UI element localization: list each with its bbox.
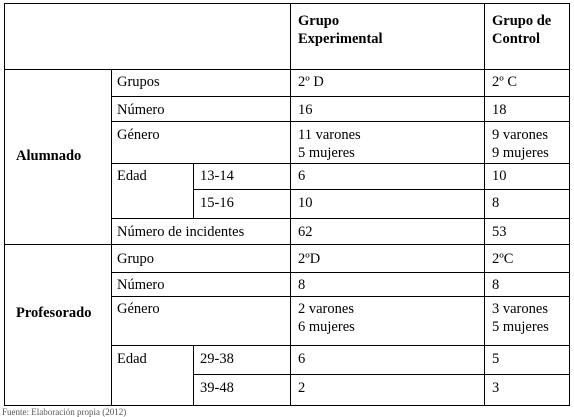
header-control: Grupo de Control: [492, 12, 551, 48]
alumnado-incidentes-label: Número de incidentes: [117, 224, 245, 240]
profesorado-edad-ctl-1: 5: [492, 351, 500, 367]
rule-profesorado-age: [193, 374, 570, 375]
alumnado-edad-exp-2: 10: [298, 195, 313, 211]
col-divider-age-range-1: [193, 163, 194, 218]
profesorado-edad-exp-2: 2: [298, 380, 306, 396]
header-experimental-line1: Grupo: [298, 13, 340, 29]
header-control-line2: Control: [492, 31, 541, 47]
header-experimental-line2: Experimental: [298, 31, 383, 47]
col-divider-category: [111, 69, 112, 406]
profesorado-edad-label: Edad: [117, 351, 147, 367]
alumnado-edad-ctl-1: 10: [492, 168, 507, 184]
source-note: Fuente: Elaboración propia (2012): [2, 407, 127, 417]
rule-alumnado-1: [111, 96, 570, 97]
alumnado-genero-exp-1: 11 varones: [298, 127, 361, 143]
alumnado-edad-label: Edad: [117, 168, 147, 184]
col-divider-experimental: [290, 3, 291, 406]
alumnado-incidentes-ctl: 53: [492, 224, 507, 240]
rule-alumnado-age: [193, 189, 570, 190]
alumnado-genero-label: Género: [117, 127, 160, 143]
profesorado-numero-exp: 8: [298, 277, 306, 293]
alumnado-edad-range-2: 15-16: [200, 195, 234, 211]
section-label-alumnado: Alumnado: [16, 148, 82, 164]
rule-profesorado-1: [111, 272, 570, 273]
alumnado-genero-exp-2: 5 mujeres: [298, 145, 355, 161]
alumnado-grupos-ctl: 2º C: [492, 74, 518, 90]
rule-header-bottom: [4, 69, 570, 70]
profesorado-genero-exp-2: 6 mujeres: [298, 319, 355, 335]
alumnado-genero-ctl-1: 9 varones: [492, 127, 548, 143]
profesorado-genero-ctl-2: 5 mujeres: [492, 319, 549, 335]
profesorado-numero-ctl: 8: [492, 277, 500, 293]
alumnado-numero-exp: 16: [298, 102, 313, 118]
alumnado-genero-ctl-2: 9 mujeres: [492, 145, 549, 161]
rule-profesorado-3: [111, 345, 570, 346]
alumnado-grupos-label: Grupos: [117, 74, 160, 90]
rule-section-divider: [4, 244, 570, 245]
profesorado-genero-exp-1: 2 varones: [298, 301, 354, 317]
rule-alumnado-3: [111, 163, 570, 164]
profesorado-edad-ctl-2: 3: [492, 380, 500, 396]
profesorado-edad-range-1: 29-38: [200, 351, 234, 367]
rule-alumnado-2: [111, 121, 570, 122]
alumnado-edad-range-1: 13-14: [200, 168, 234, 184]
profesorado-genero-ctl-1: 3 varones: [492, 301, 548, 317]
section-label-profesorado: Profesorado: [16, 305, 92, 321]
comparison-table: [4, 3, 570, 406]
alumnado-grupos-exp: 2º D: [298, 74, 324, 90]
alumnado-edad-ctl-2: 8: [492, 195, 500, 211]
col-divider-age-range-2: [193, 345, 194, 406]
header-experimental: Grupo Experimental: [298, 12, 383, 48]
rule-alumnado-4: [111, 218, 570, 219]
profesorado-genero-label: Género: [117, 301, 160, 317]
col-divider-control: [484, 3, 485, 406]
alumnado-numero-ctl: 18: [492, 102, 507, 118]
profesorado-grupo-ctl: 2ºC: [492, 251, 514, 267]
alumnado-incidentes-exp: 62: [298, 224, 313, 240]
profesorado-edad-range-2: 39-48: [200, 380, 234, 396]
profesorado-grupo-label: Grupo: [117, 251, 155, 267]
alumnado-numero-label: Número: [117, 102, 165, 118]
profesorado-edad-exp-1: 6: [298, 351, 306, 367]
alumnado-edad-exp-1: 6: [298, 168, 306, 184]
profesorado-grupo-exp: 2ºD: [298, 251, 321, 267]
rule-profesorado-2: [111, 296, 570, 297]
header-control-line1: Grupo de: [492, 13, 552, 29]
profesorado-numero-label: Número: [117, 277, 165, 293]
